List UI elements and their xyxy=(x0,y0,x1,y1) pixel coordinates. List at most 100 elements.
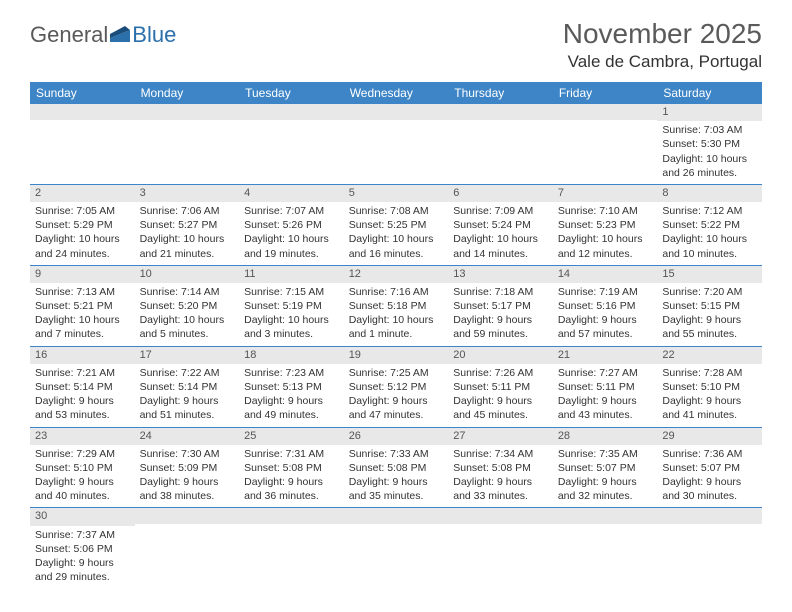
day-number: 27 xyxy=(448,428,553,445)
logo-text-1: General xyxy=(30,22,108,48)
daylight-text: Daylight: 10 hours and 16 minutes. xyxy=(349,232,444,260)
sunrise-text: Sunrise: 7:34 AM xyxy=(453,447,548,461)
cell-body: Sunrise: 7:28 AMSunset: 5:10 PMDaylight:… xyxy=(657,364,762,427)
calendar-cell xyxy=(553,104,658,184)
sunset-text: Sunset: 5:12 PM xyxy=(349,380,444,394)
daylight-text: Daylight: 10 hours and 10 minutes. xyxy=(662,232,757,260)
calendar-week: 2Sunrise: 7:05 AMSunset: 5:29 PMDaylight… xyxy=(30,184,762,265)
calendar-cell: 30Sunrise: 7:37 AMSunset: 5:06 PMDayligh… xyxy=(30,508,135,588)
cell-body: Sunrise: 7:21 AMSunset: 5:14 PMDaylight:… xyxy=(30,364,135,427)
daylight-text: Daylight: 9 hours and 51 minutes. xyxy=(140,394,235,422)
day-number: 21 xyxy=(553,347,658,364)
empty-cell xyxy=(657,508,762,524)
daylight-text: Daylight: 10 hours and 5 minutes. xyxy=(140,313,235,341)
cell-body: Sunrise: 7:12 AMSunset: 5:22 PMDaylight:… xyxy=(657,202,762,265)
day-number: 29 xyxy=(657,428,762,445)
sunrise-text: Sunrise: 7:03 AM xyxy=(662,123,757,137)
calendar-table: SundayMondayTuesdayWednesdayThursdayFrid… xyxy=(30,82,762,588)
calendar-cell xyxy=(344,104,449,184)
daylight-text: Daylight: 10 hours and 19 minutes. xyxy=(244,232,339,260)
cell-body: Sunrise: 7:37 AMSunset: 5:06 PMDaylight:… xyxy=(30,526,135,589)
day-number: 17 xyxy=(135,347,240,364)
sunrise-text: Sunrise: 7:14 AM xyxy=(140,285,235,299)
sunrise-text: Sunrise: 7:37 AM xyxy=(35,528,130,542)
logo-text-2: Blue xyxy=(132,22,176,48)
calendar-cell: 24Sunrise: 7:30 AMSunset: 5:09 PMDayligh… xyxy=(135,427,240,508)
calendar-cell: 14Sunrise: 7:19 AMSunset: 5:16 PMDayligh… xyxy=(553,265,658,346)
cell-body: Sunrise: 7:29 AMSunset: 5:10 PMDaylight:… xyxy=(30,445,135,508)
sunrise-text: Sunrise: 7:13 AM xyxy=(35,285,130,299)
cell-body: Sunrise: 7:34 AMSunset: 5:08 PMDaylight:… xyxy=(448,445,553,508)
daylight-text: Daylight: 9 hours and 38 minutes. xyxy=(140,475,235,503)
cell-body: Sunrise: 7:13 AMSunset: 5:21 PMDaylight:… xyxy=(30,283,135,346)
day-number: 13 xyxy=(448,266,553,283)
day-number: 26 xyxy=(344,428,449,445)
daylight-text: Daylight: 10 hours and 7 minutes. xyxy=(35,313,130,341)
empty-cell xyxy=(135,508,240,524)
empty-cell xyxy=(239,508,344,524)
calendar-cell: 11Sunrise: 7:15 AMSunset: 5:19 PMDayligh… xyxy=(239,265,344,346)
calendar-cell xyxy=(344,508,449,588)
sunset-text: Sunset: 5:10 PM xyxy=(35,461,130,475)
calendar-cell xyxy=(30,104,135,184)
cell-body: Sunrise: 7:36 AMSunset: 5:07 PMDaylight:… xyxy=(657,445,762,508)
daylight-text: Daylight: 9 hours and 29 minutes. xyxy=(35,556,130,584)
day-header: Tuesday xyxy=(239,82,344,104)
calendar-cell: 5Sunrise: 7:08 AMSunset: 5:25 PMDaylight… xyxy=(344,184,449,265)
calendar-cell: 16Sunrise: 7:21 AMSunset: 5:14 PMDayligh… xyxy=(30,346,135,427)
month-title: November 2025 xyxy=(563,18,762,50)
sunset-text: Sunset: 5:24 PM xyxy=(453,218,548,232)
day-number: 15 xyxy=(657,266,762,283)
sunrise-text: Sunrise: 7:10 AM xyxy=(558,204,653,218)
day-number: 25 xyxy=(239,428,344,445)
location: Vale de Cambra, Portugal xyxy=(563,52,762,72)
daylight-text: Daylight: 9 hours and 35 minutes. xyxy=(349,475,444,503)
cell-body: Sunrise: 7:26 AMSunset: 5:11 PMDaylight:… xyxy=(448,364,553,427)
calendar-cell: 25Sunrise: 7:31 AMSunset: 5:08 PMDayligh… xyxy=(239,427,344,508)
day-header: Saturday xyxy=(657,82,762,104)
cell-body: Sunrise: 7:23 AMSunset: 5:13 PMDaylight:… xyxy=(239,364,344,427)
sunset-text: Sunset: 5:18 PM xyxy=(349,299,444,313)
sunset-text: Sunset: 5:07 PM xyxy=(558,461,653,475)
sunrise-text: Sunrise: 7:19 AM xyxy=(558,285,653,299)
sunset-text: Sunset: 5:07 PM xyxy=(662,461,757,475)
sunset-text: Sunset: 5:11 PM xyxy=(453,380,548,394)
day-number: 7 xyxy=(553,185,658,202)
day-number: 14 xyxy=(553,266,658,283)
calendar-cell: 1Sunrise: 7:03 AMSunset: 5:30 PMDaylight… xyxy=(657,104,762,184)
cell-body: Sunrise: 7:33 AMSunset: 5:08 PMDaylight:… xyxy=(344,445,449,508)
daylight-text: Daylight: 10 hours and 26 minutes. xyxy=(662,152,757,180)
day-header: Wednesday xyxy=(344,82,449,104)
sunset-text: Sunset: 5:08 PM xyxy=(453,461,548,475)
calendar-cell: 9Sunrise: 7:13 AMSunset: 5:21 PMDaylight… xyxy=(30,265,135,346)
empty-cell xyxy=(344,104,449,120)
day-header: Monday xyxy=(135,82,240,104)
sunrise-text: Sunrise: 7:21 AM xyxy=(35,366,130,380)
day-number: 22 xyxy=(657,347,762,364)
sunset-text: Sunset: 5:19 PM xyxy=(244,299,339,313)
calendar-week: 23Sunrise: 7:29 AMSunset: 5:10 PMDayligh… xyxy=(30,427,762,508)
day-number: 16 xyxy=(30,347,135,364)
day-number: 19 xyxy=(344,347,449,364)
logo-icon xyxy=(110,22,130,48)
calendar-cell: 12Sunrise: 7:16 AMSunset: 5:18 PMDayligh… xyxy=(344,265,449,346)
sunset-text: Sunset: 5:16 PM xyxy=(558,299,653,313)
sunrise-text: Sunrise: 7:09 AM xyxy=(453,204,548,218)
cell-body: Sunrise: 7:30 AMSunset: 5:09 PMDaylight:… xyxy=(135,445,240,508)
daylight-text: Daylight: 9 hours and 53 minutes. xyxy=(35,394,130,422)
empty-cell xyxy=(448,508,553,524)
cell-body: Sunrise: 7:05 AMSunset: 5:29 PMDaylight:… xyxy=(30,202,135,265)
daylight-text: Daylight: 10 hours and 24 minutes. xyxy=(35,232,130,260)
daylight-text: Daylight: 9 hours and 41 minutes. xyxy=(662,394,757,422)
title-block: November 2025 Vale de Cambra, Portugal xyxy=(563,18,762,72)
sunset-text: Sunset: 5:20 PM xyxy=(140,299,235,313)
sunrise-text: Sunrise: 7:08 AM xyxy=(349,204,444,218)
sunrise-text: Sunrise: 7:35 AM xyxy=(558,447,653,461)
day-header: Thursday xyxy=(448,82,553,104)
day-number: 30 xyxy=(30,508,135,525)
calendar-cell xyxy=(239,508,344,588)
calendar-cell xyxy=(135,508,240,588)
daylight-text: Daylight: 9 hours and 47 minutes. xyxy=(349,394,444,422)
day-number: 5 xyxy=(344,185,449,202)
sunset-text: Sunset: 5:06 PM xyxy=(35,542,130,556)
